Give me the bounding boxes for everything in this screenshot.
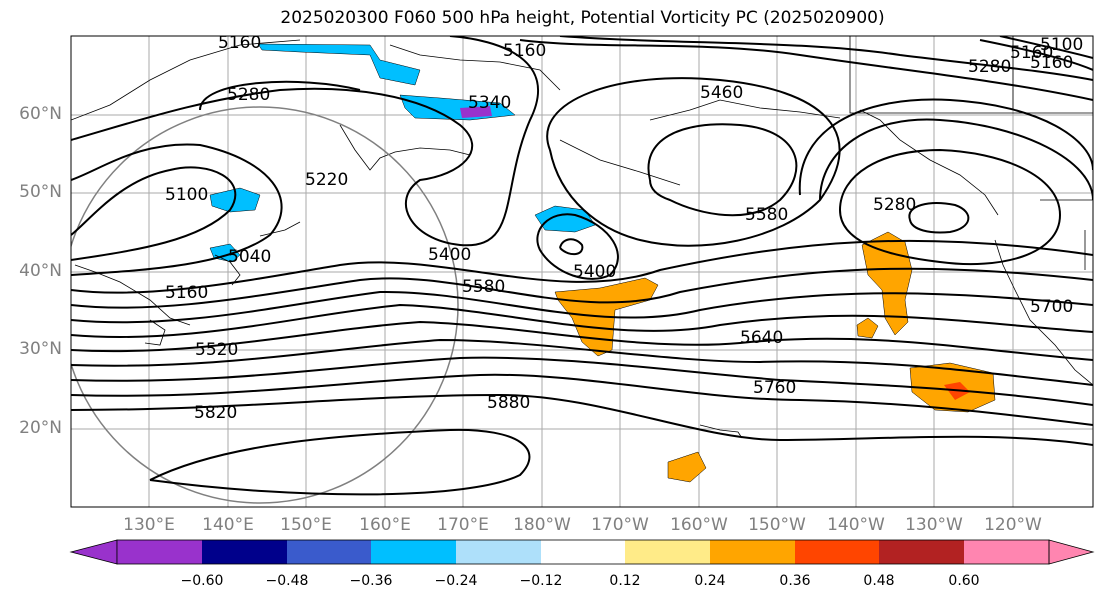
colorbar-tick-label: 0.24 xyxy=(694,573,726,589)
lat-label: 60°N xyxy=(19,104,62,124)
colorbar-bin xyxy=(117,540,202,564)
lon-label: 160°W xyxy=(670,515,728,535)
lat-label: 20°N xyxy=(19,418,62,438)
lon-label: 130°E xyxy=(123,515,175,535)
colorbar-tick-label: −0.24 xyxy=(434,573,478,589)
colorbar-bin xyxy=(879,540,964,564)
contour-label: 5160 xyxy=(1030,53,1073,73)
lat-label: 30°N xyxy=(19,339,62,359)
lon-label: 150°W xyxy=(748,515,806,535)
colorbar-bin xyxy=(625,540,710,564)
reference-circle xyxy=(71,106,459,504)
contour-label: 5700 xyxy=(1030,297,1073,317)
lon-label: 140°E xyxy=(202,515,254,535)
height-contours xyxy=(71,36,1093,496)
contour-label: 5100 xyxy=(165,185,208,205)
colorbar-extend-left xyxy=(69,539,118,565)
contour-label: 5100 xyxy=(1040,35,1083,55)
lon-label: 130°W xyxy=(905,515,963,535)
contour-label: 5760 xyxy=(753,378,796,398)
contour-label: 5160 xyxy=(503,41,546,61)
contour-label: 5400 xyxy=(428,245,471,265)
colorbar-tick-label: −0.48 xyxy=(265,573,309,589)
lon-label: 160°E xyxy=(359,515,411,535)
colorbar-bin xyxy=(456,540,541,564)
coastlines xyxy=(71,36,1093,439)
contour-label: 5220 xyxy=(305,170,348,190)
pv-strong-negative xyxy=(460,106,492,118)
lat-label: 50°N xyxy=(19,182,62,202)
colorbar-bin xyxy=(202,540,287,564)
contour-label: 5580 xyxy=(745,205,788,225)
colorbar-bin xyxy=(795,540,879,564)
contour-label: 5400 xyxy=(573,262,616,282)
contour-label: 5640 xyxy=(740,328,783,348)
colorbar-tick-label: 0.48 xyxy=(863,573,895,589)
colorbar-bin xyxy=(371,540,456,564)
contour-label: 5160 xyxy=(1010,43,1053,63)
map-frame xyxy=(70,35,1094,508)
lat-label: 40°N xyxy=(19,261,62,281)
contour-label: 5520 xyxy=(195,340,238,360)
colorbar-extend-right xyxy=(1048,539,1095,565)
contour-label: 5880 xyxy=(487,393,530,413)
contour-label: 5280 xyxy=(227,85,270,105)
lon-label: 170°E xyxy=(437,515,489,535)
contour-label: 5160 xyxy=(165,283,208,303)
colorbar-tick-label: −0.36 xyxy=(349,573,393,589)
colorbar xyxy=(69,539,1095,565)
colorbar-tick-label: −0.12 xyxy=(519,573,563,589)
lon-label: 120°W xyxy=(984,515,1042,535)
lon-label: 150°E xyxy=(280,515,332,535)
colorbar-bin xyxy=(964,540,1049,564)
contour-label: 5820 xyxy=(194,403,237,423)
contour-label: 5340 xyxy=(468,93,511,113)
contour-label: 5160 xyxy=(218,33,261,53)
colorbar-tick-label: 0.36 xyxy=(779,573,811,589)
contour-label: 5040 xyxy=(228,247,271,267)
map-title: 2025020300 F060 500 hPa height, Potentia… xyxy=(280,8,885,28)
contour-label: 5580 xyxy=(462,277,505,297)
lon-label: 170°W xyxy=(591,515,649,535)
colorbar-bin xyxy=(710,540,795,564)
lon-label: 180°W xyxy=(513,515,571,535)
colorbar-bin xyxy=(287,540,371,564)
lon-label: 140°W xyxy=(827,515,885,535)
colorbar-bin xyxy=(541,540,625,564)
contour-label-layer: 5160 5160 5280 5340 5460 5160 5100 5220 … xyxy=(165,33,1083,423)
colorbar-tick-label: 0.60 xyxy=(948,573,980,589)
contour-label: 5280 xyxy=(873,195,916,215)
colorbar-frame xyxy=(116,539,1050,565)
colorbar-tick-label: −0.60 xyxy=(180,573,224,589)
pv-negative-shading xyxy=(209,43,596,263)
contour-label: 5280 xyxy=(968,57,1011,77)
colorbar-tick-label: 0.12 xyxy=(609,573,641,589)
contour-label: 5460 xyxy=(700,83,743,103)
